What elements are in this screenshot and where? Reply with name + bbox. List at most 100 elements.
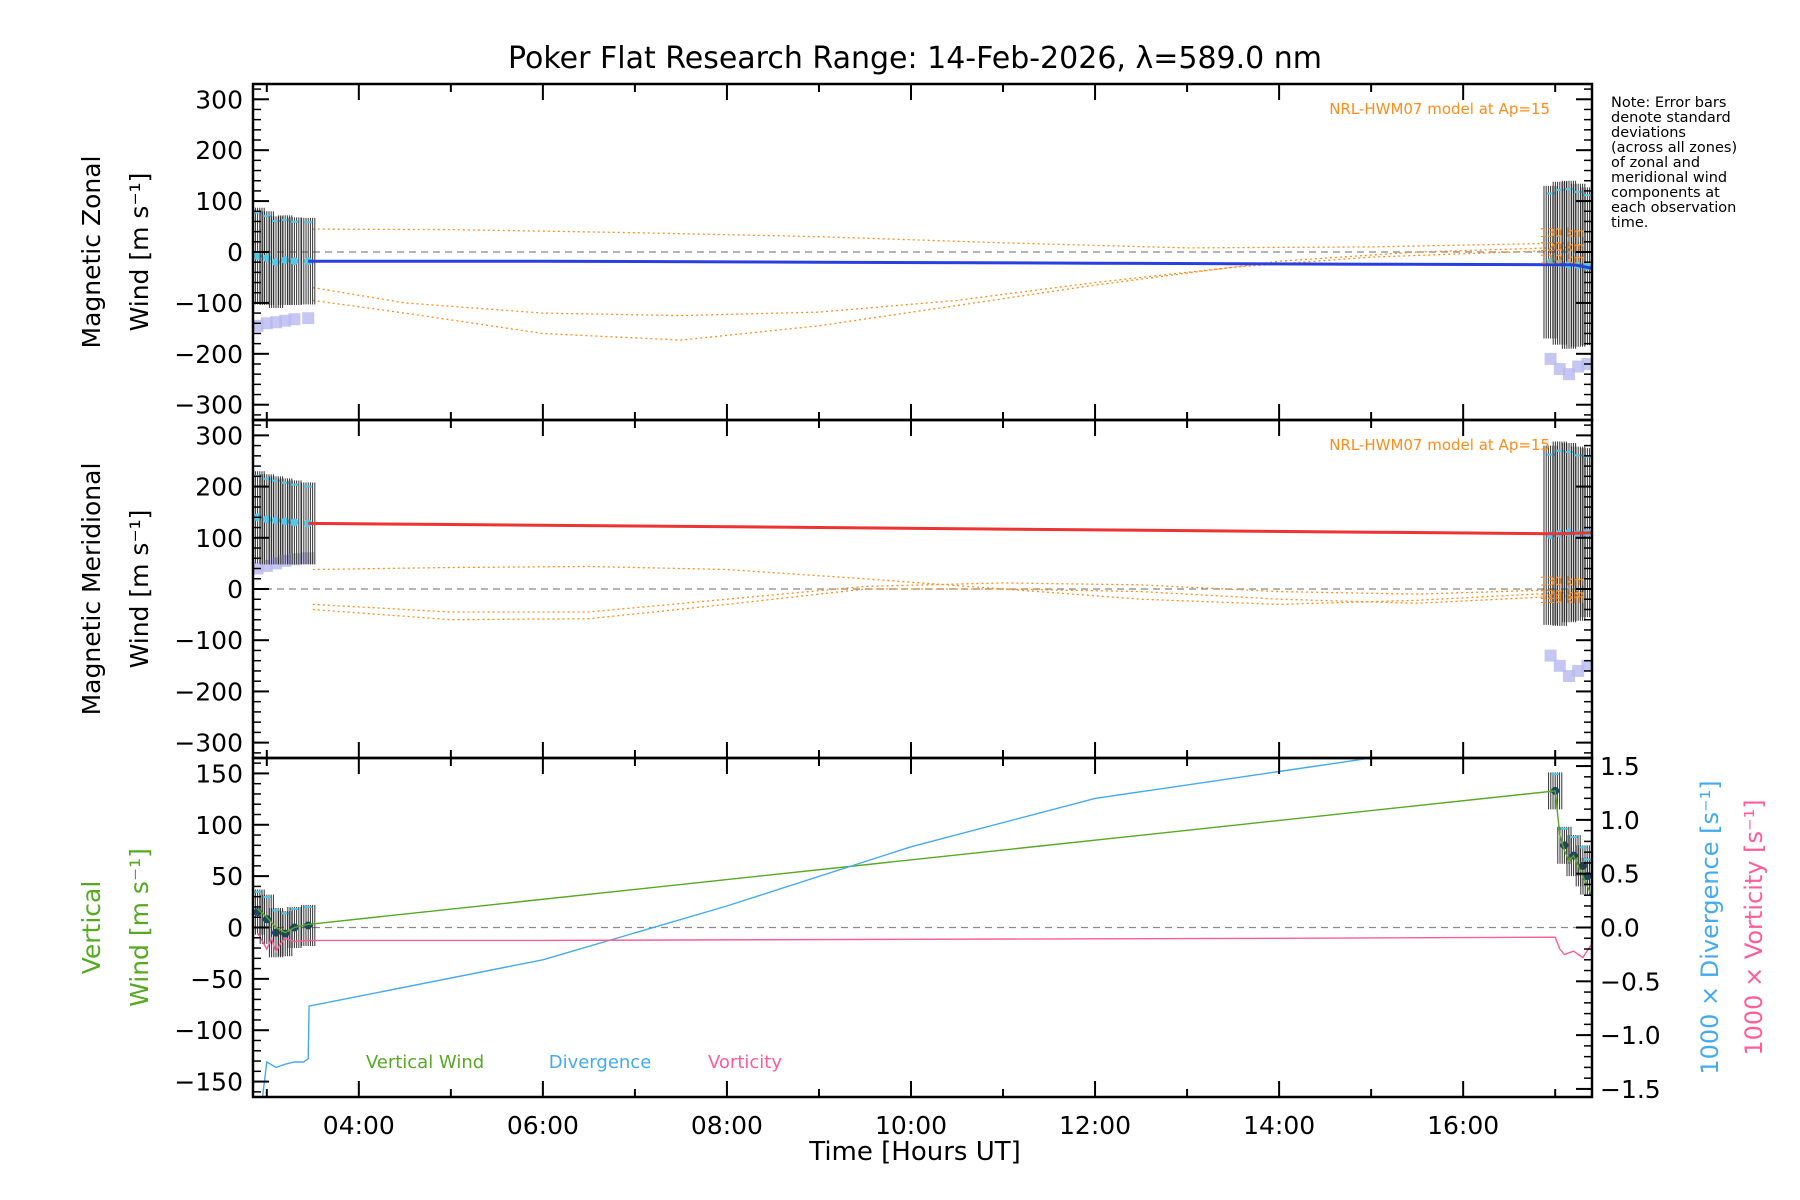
mean-marker: [281, 517, 290, 526]
spread-mark: [1572, 664, 1585, 677]
spread-mark: [279, 314, 292, 327]
series-line-magnetic-zonal-wind: [308, 259, 1592, 270]
series-line-divergence: [261, 758, 1376, 1097]
x-tick-label: 04:00: [323, 1111, 395, 1140]
note-line: (across all zones): [1611, 140, 1737, 156]
spread-mark: [288, 313, 301, 326]
y-axis-label: Magnetic Meridional: [77, 463, 106, 716]
y-tick-label: 300: [195, 85, 243, 114]
spread-mark: [302, 312, 315, 325]
spread-mark: [1562, 368, 1575, 381]
y-axis-label: Wind [m s⁻¹]: [125, 848, 154, 1007]
x-tick-label: 06:00: [507, 1111, 579, 1140]
y-right-tick-label: 0.5: [1600, 860, 1640, 889]
y-tick-label: 100: [195, 524, 243, 553]
y-right-tick-label: 0.0: [1600, 914, 1640, 943]
x-tick-label: 08:00: [691, 1111, 763, 1140]
panel-vertical: 150 100 50 0 −50 −100 −150 1.5 1.0 0.5 0.0 −0.5 −1.0…: [77, 752, 1768, 1140]
mean-marker: [272, 516, 281, 525]
model-label: NRL-HWM07 model at Ap=15: [1329, 100, 1550, 118]
y-axis-label: Vertical: [77, 881, 106, 975]
y-tick-label: 50: [211, 862, 243, 891]
spread-mark: [1553, 363, 1566, 376]
mean-marker: [290, 518, 299, 527]
spread-mark: [253, 319, 264, 332]
y-tick-label: −50: [190, 965, 243, 994]
y-tick-label: −150: [174, 1068, 243, 1097]
y-axis-label: Wind [m s⁻¹]: [125, 510, 154, 669]
y-tick-label: 0: [227, 575, 243, 604]
mean-marker: [304, 921, 313, 930]
model-line-110-km: [312, 248, 1583, 317]
mean-marker: [262, 515, 271, 524]
plot-area-vertical: [253, 758, 1592, 1097]
x-axis-label: Time [Hours UT]: [808, 1137, 1021, 1167]
spread-mark: [270, 316, 283, 329]
y-tick-label: −100: [174, 289, 243, 318]
x-tick-label: 12:00: [1059, 1111, 1131, 1140]
series-line-magnetic-meridional-wind: [308, 521, 1592, 536]
spread-mark: [260, 317, 273, 330]
x-tick-label: 14:00: [1243, 1111, 1315, 1140]
y-tick-label: −200: [174, 677, 243, 706]
y-tick-label: 150: [195, 759, 243, 788]
model-line-label: 130 km: [1539, 575, 1584, 589]
y-tick-label: −100: [174, 1016, 243, 1045]
legend-entry: Vorticity: [708, 1052, 782, 1073]
note-line: Note: Error bars: [1611, 95, 1726, 111]
y-tick-label: −300: [174, 729, 243, 758]
mean-marker: [262, 915, 271, 924]
y-right-axis-label: 1000 × Vorticity [s⁻¹]: [1740, 799, 1768, 1055]
note-line: denote standard: [1611, 110, 1731, 126]
y-tick-label: 300: [195, 421, 243, 450]
model-line-130-km: [312, 228, 1583, 249]
y-tick-label: 100: [195, 187, 243, 216]
y-axis-label: Wind [m s⁻¹]: [125, 173, 154, 332]
y-tick-label: 100: [195, 811, 243, 840]
mean-marker: [272, 928, 281, 937]
note-line: components at: [1611, 185, 1720, 201]
note-line: deviations: [1611, 125, 1686, 141]
spread-mark: [1572, 360, 1585, 373]
model-line-label: 110 km: [1539, 252, 1584, 266]
note-text: Note: Error bars denote standard deviati…: [1611, 95, 1742, 231]
y-tick-label: 0: [227, 238, 243, 267]
spread-mark: [1553, 659, 1566, 672]
plot-area-zonal: [253, 180, 1592, 381]
y-right-tick-label: −1.5: [1600, 1075, 1661, 1104]
y-right-tick-label: −0.5: [1600, 967, 1661, 996]
note-line: each observation: [1611, 200, 1736, 216]
mean-marker: [281, 256, 290, 265]
series-line-vertical-wind: [257, 790, 1592, 934]
x-tick-label: 10:00: [875, 1111, 947, 1140]
chart-title: Poker Flat Research Range: 14-Feb-2026, …: [508, 41, 1322, 76]
mean-marker: [262, 254, 271, 263]
y-right-axis-label: 1000 × Divergence [s⁻¹]: [1696, 780, 1724, 1074]
mean-marker: [290, 257, 299, 266]
y-tick-label: −200: [174, 340, 243, 369]
y-tick-label: 200: [195, 473, 243, 502]
x-tick-label: 16:00: [1427, 1111, 1499, 1140]
model-line-label: 120 km: [1539, 588, 1584, 602]
plot-area-meridional: [253, 441, 1592, 683]
model-label: NRL-HWM07 model at Ap=15: [1329, 436, 1550, 454]
model-line-label: 130 km: [1539, 226, 1584, 240]
mean-marker: [253, 252, 262, 261]
note-line: meridional wind: [1611, 170, 1727, 186]
y-tick-label: 0: [227, 914, 243, 943]
y-tick-label: −300: [174, 391, 243, 420]
note-line: of zonal and: [1611, 155, 1700, 171]
y-axis-label: Magnetic Zonal: [77, 156, 106, 349]
series-line-vorticity: [256, 932, 1592, 959]
spread-mark: [1544, 352, 1557, 365]
model-line-110-km: [312, 582, 1583, 613]
y-tick-label: 200: [195, 136, 243, 165]
y-right-tick-label: 1.0: [1600, 806, 1640, 835]
spread-mark: [1544, 649, 1557, 662]
legend-entry: Vertical Wind: [366, 1052, 484, 1073]
y-right-tick-label: −1.0: [1600, 1021, 1661, 1050]
